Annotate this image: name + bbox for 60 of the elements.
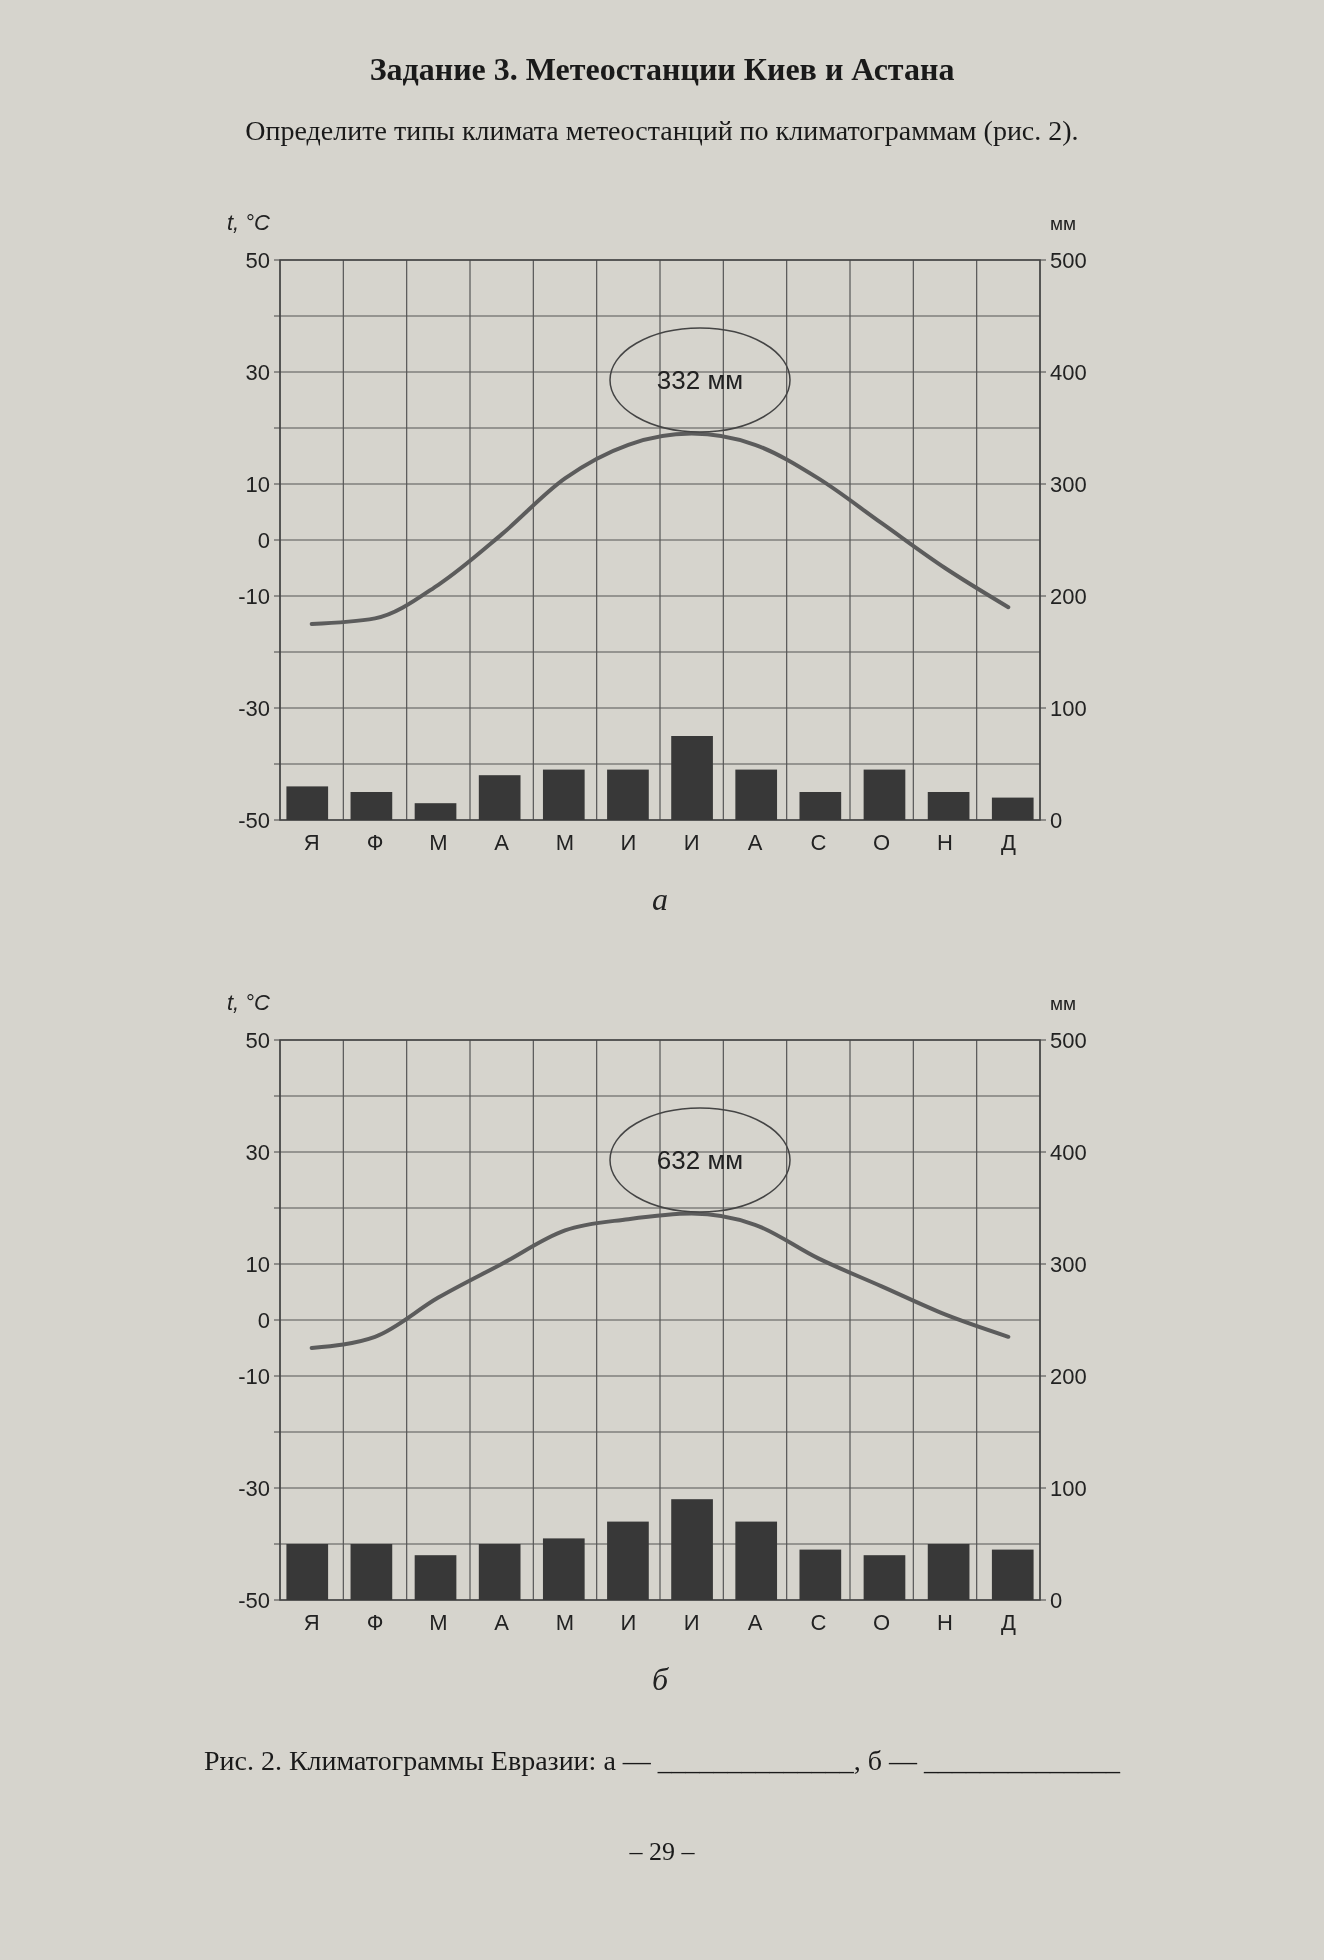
x-tick-label: И — [620, 830, 637, 855]
x-tick-label: Д — [1000, 830, 1016, 855]
y-tick-label: 10 — [245, 471, 270, 497]
x-tick-label: С — [810, 1610, 827, 1635]
y-tick-label: 0 — [257, 527, 270, 553]
x-tick-label: С — [810, 830, 827, 855]
y2-tick-label: 300 — [1050, 471, 1087, 497]
y-tick-label: 50 — [245, 1027, 270, 1053]
y-tick-label: -50 — [238, 1587, 270, 1613]
x-tick-label: Н — [937, 1610, 953, 1635]
y-axis-title: t, °C — [226, 210, 271, 235]
x-tick-label: Я — [303, 830, 320, 855]
x-tick-label: А — [747, 1610, 763, 1635]
x-tick-label: Я — [303, 1610, 320, 1635]
y2-tick-label: 400 — [1050, 359, 1087, 385]
y2-tick-label: 0 — [1050, 1587, 1063, 1613]
y-tick-label: -50 — [238, 807, 270, 833]
y-tick-label: 50 — [245, 247, 270, 273]
y-axis-title: t, °C — [226, 990, 271, 1015]
x-axis-title: а — [652, 881, 668, 917]
y2-tick-label: 300 — [1050, 1251, 1087, 1277]
y-tick-label: -30 — [238, 1475, 270, 1501]
y2-tick-label: 200 — [1050, 583, 1087, 609]
x-tick-label: А — [494, 830, 510, 855]
y-tick-label: -30 — [238, 695, 270, 721]
x-tick-label: А — [494, 1610, 510, 1635]
x-tick-label: М — [429, 830, 448, 855]
y2-tick-label: 400 — [1050, 1139, 1087, 1165]
y2-tick-label: 100 — [1050, 1475, 1087, 1501]
x-tick-label: Ф — [366, 830, 384, 855]
y-tick-label: -10 — [238, 583, 270, 609]
x-tick-label: Ф — [366, 1610, 384, 1635]
x-tick-label: И — [620, 1610, 637, 1635]
x-tick-label: М — [555, 1610, 575, 1635]
y-tick-label: 30 — [245, 359, 270, 385]
y2-tick-label: 500 — [1050, 247, 1087, 273]
x-tick-label: Н — [937, 830, 953, 855]
text: Рис. 2. Климатограммы Евразии: а — ______________, б — ______________ — [203, 1745, 1122, 1776]
y2-axis-title: мм — [1050, 213, 1077, 234]
x-tick-label: О — [873, 830, 891, 855]
x-tick-label: И — [683, 1610, 700, 1635]
y2-axis-title: мм — [1050, 993, 1077, 1014]
y-tick-label: 0 — [257, 1307, 270, 1333]
y2-tick-label: 100 — [1050, 695, 1087, 721]
y2-tick-label: 0 — [1050, 807, 1063, 833]
x-tick-label: М — [555, 830, 575, 855]
x-tick-label: И — [683, 830, 700, 855]
y2-tick-label: 200 — [1050, 1363, 1087, 1389]
y2-tick-label: 500 — [1050, 1027, 1087, 1053]
chart-subtitle: Определите типы климата метеостанций по климатограммам (рис. 2). — [245, 115, 1079, 146]
y-tick-label: -10 — [238, 1363, 270, 1389]
y-tick-label: 30 — [245, 1139, 270, 1165]
x-tick-label: А — [747, 830, 763, 855]
x-tick-label: Д — [1000, 1610, 1016, 1635]
chart-title: Задание 3. Метеостанции Киев и Астана — [369, 51, 955, 87]
y-tick-label: 10 — [245, 1251, 270, 1277]
x-axis-title: б — [651, 1661, 669, 1697]
text: – 29 – — [628, 1837, 696, 1866]
x-tick-label: О — [873, 1610, 891, 1635]
x-tick-label: М — [429, 1610, 448, 1635]
